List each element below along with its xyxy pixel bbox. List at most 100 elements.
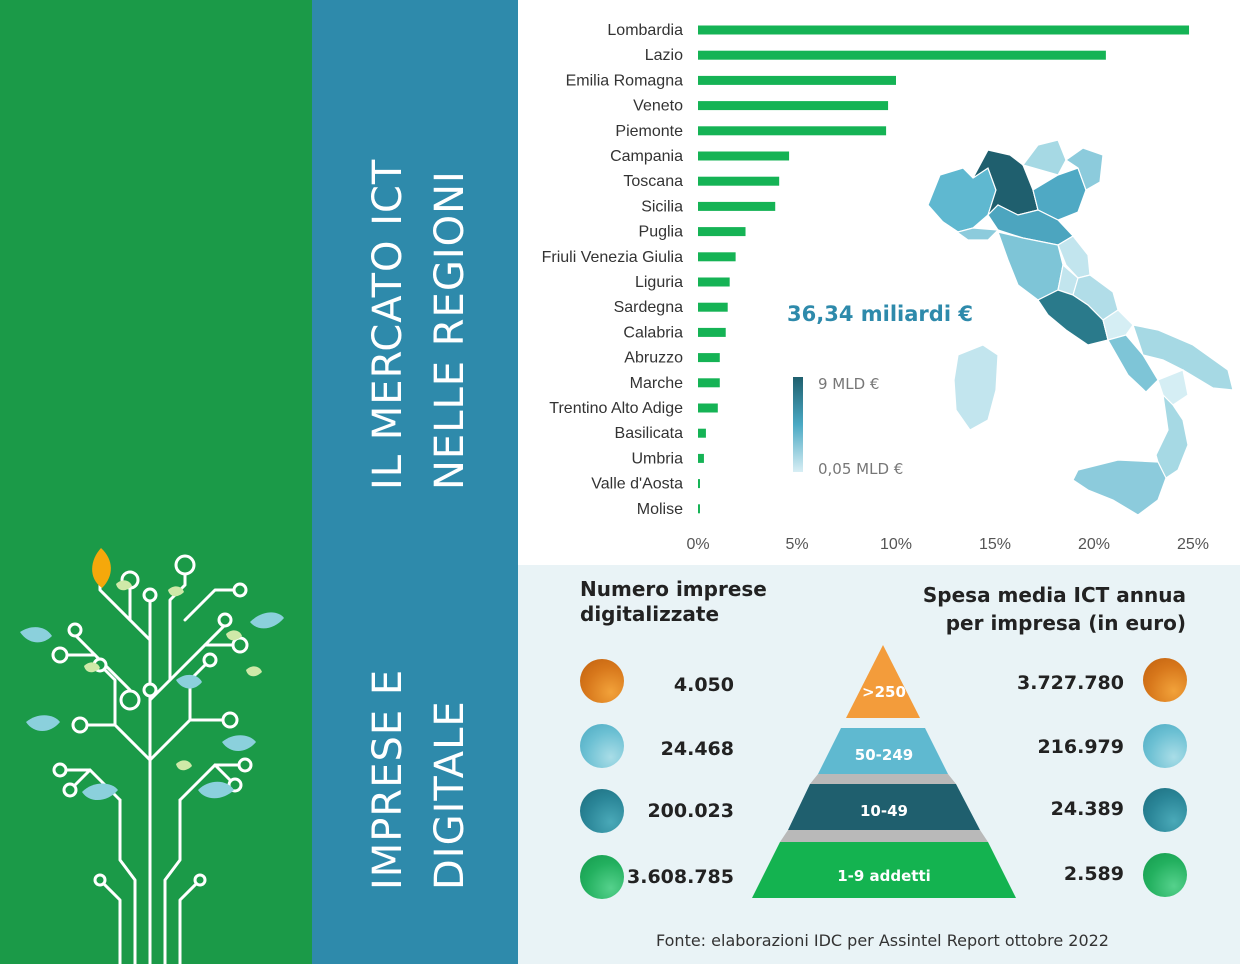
label-emilia-romagna: Emilia Romagna <box>566 72 683 89</box>
spend-heading-line2: per impresa (in euro) <box>945 611 1186 635</box>
bar-sardegna <box>698 302 728 312</box>
tier-50-249-spend: 216.979 <box>1037 736 1124 758</box>
title-panel: IL MERCATO ICT NELLE REGIONI IMPRESE E D… <box>312 0 518 964</box>
label-sicilia: Sicilia <box>641 198 683 215</box>
x-axis-ticks: 0% 5% 10% 15% 20% 25% <box>686 536 1209 553</box>
tier-1-9-count: 3.608.785 <box>627 866 734 888</box>
label-campania: Campania <box>610 148 683 165</box>
bar-puglia <box>698 227 746 237</box>
tier-1-9-spend: 2.589 <box>1063 863 1124 885</box>
map-region-trentino <box>1021 139 1067 176</box>
map-legend-max: 9 MLD € <box>818 375 879 393</box>
bar-basilicata <box>698 428 706 438</box>
bar-trentino-alto-adige <box>698 403 718 413</box>
bar-toscana <box>698 176 780 186</box>
label-marche: Marche <box>630 375 683 392</box>
pyramid-tier-250 <box>846 645 920 718</box>
label-abruzzo: Abruzzo <box>624 350 683 367</box>
bars <box>698 25 1190 514</box>
tier-250-left-dot <box>580 659 624 703</box>
label-lombardia: Lombardia <box>607 22 683 39</box>
tier-250-spend: 3.727.780 <box>1017 672 1124 694</box>
market-title-line1: IL MERCATO ICT <box>365 158 411 490</box>
map-region-sardegna <box>953 344 999 431</box>
label-valle-d-aosta: Valle d'Aosta <box>591 476 683 493</box>
tier-10-49-count: 200.023 <box>647 800 734 822</box>
bar-molise <box>698 504 700 514</box>
map-region-friuli <box>1064 147 1104 191</box>
tier-1-9-left-dot <box>580 855 624 899</box>
bar-abruzzo <box>698 353 720 363</box>
bar-campania <box>698 151 790 161</box>
label-piemonte: Piemonte <box>615 123 683 140</box>
spend-heading-line1: Spesa media ICT annua <box>922 583 1186 607</box>
x-tick-label: 15% <box>979 536 1011 553</box>
tree-panel <box>0 0 312 964</box>
tier-50-249-count: 24.468 <box>660 738 734 760</box>
tier-10-49-left-dot <box>580 789 624 833</box>
tier-250-count: 4.050 <box>673 674 734 696</box>
map-region-liguria <box>942 221 1000 241</box>
pyramid-tier-10-49 <box>788 784 980 830</box>
source-note: Fonte: elaborazioni IDC per Assintel Rep… <box>656 931 1109 950</box>
pyramid-label-50-249: 50-249 <box>855 746 913 764</box>
x-tick-label: 10% <box>880 536 912 553</box>
tier-1-9-right-dot <box>1143 853 1187 897</box>
bar-veneto <box>698 101 889 111</box>
bar-emilia-romagna <box>698 75 896 85</box>
label-liguria: Liguria <box>635 274 683 291</box>
map-region-sicilia <box>1072 459 1167 516</box>
bar-calabria <box>698 327 726 337</box>
x-tick-label: 20% <box>1078 536 1110 553</box>
label-trentino-alto-adige: Trentino Alto Adige <box>549 400 683 417</box>
pyramid-shadow-1 <box>810 774 956 784</box>
business-title-line2: DIGITALE <box>427 700 473 890</box>
companies-heading: Numero imprese digitalizzate <box>580 577 767 627</box>
label-calabria: Calabria <box>623 324 683 341</box>
map-region-puglia <box>1132 324 1234 391</box>
label-basilicata: Basilicata <box>615 425 684 442</box>
label-molise: Molise <box>637 501 683 518</box>
tier-50-249-right-dot <box>1143 724 1187 768</box>
circuit-tree-icon <box>20 548 284 964</box>
business-title-line1: IMPRESE E <box>365 668 411 890</box>
pyramid-label-250: >250 <box>862 683 906 701</box>
pyramid-shadow-2 <box>780 830 988 842</box>
label-puglia: Puglia <box>639 224 684 241</box>
map-region-molise <box>1102 309 1134 341</box>
map-legend-scale <box>793 377 803 472</box>
companies-heading-line1: Numero imprese <box>580 577 767 601</box>
label-veneto: Veneto <box>633 98 683 115</box>
pyramid-tier-50-249 <box>818 728 948 774</box>
regional-bar-chart: 36,34 miliardi € 9 MLD € 0,05 MLD € Lomb… <box>542 22 1234 553</box>
italy-map <box>927 139 1234 516</box>
category-labels: Lombardia Lazio Emilia Romagna Veneto Piemon… <box>542 22 684 518</box>
label-umbria: Umbria <box>631 450 683 467</box>
bar-lazio <box>698 50 1106 60</box>
label-lazio: Lazio <box>645 47 683 64</box>
bar-piemonte <box>698 126 887 136</box>
map-total-value: 36,34 miliardi € <box>787 302 973 326</box>
map-legend-min: 0,05 MLD € <box>818 460 903 478</box>
x-tick-label: 0% <box>686 536 709 553</box>
bar-lombardia <box>698 25 1190 35</box>
tier-10-49-spend: 24.389 <box>1050 798 1124 820</box>
map-region-basilicata <box>1157 369 1189 406</box>
market-title-line2: NELLE REGIONI <box>427 170 473 490</box>
companies-heading-line2: digitalizzate <box>580 602 720 626</box>
pyramid-label-10-49: 10-49 <box>860 802 908 820</box>
x-tick-label: 5% <box>785 536 808 553</box>
tier-50-249-left-dot <box>580 724 624 768</box>
pyramid-label-1-9: 1-9 addetti <box>837 867 931 885</box>
company-size-pyramid: >250 50-249 10-49 1-9 addetti <box>752 645 1016 898</box>
label-toscana: Toscana <box>623 173 683 190</box>
bar-sicilia <box>698 201 776 211</box>
bar-marche <box>698 378 720 388</box>
pyramid-tier-1-9 <box>752 842 1016 898</box>
label-sardegna: Sardegna <box>614 299 683 316</box>
bar-liguria <box>698 277 730 287</box>
tier-250-right-dot <box>1143 658 1187 702</box>
map-region-piemonte <box>927 167 997 233</box>
bar-valle-d-aosta <box>698 479 700 489</box>
map-region-calabria <box>1155 393 1189 481</box>
